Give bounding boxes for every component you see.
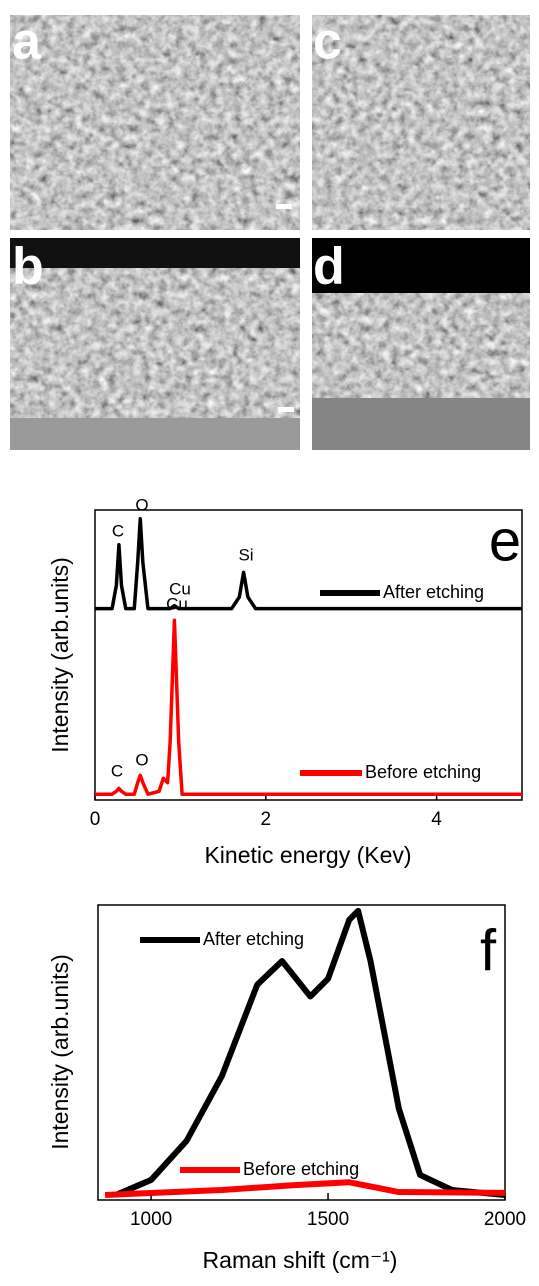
- y-axis-title: Intensity (arb.units): [47, 557, 73, 753]
- y-axis-title: Intensity (arb.units): [47, 954, 73, 1150]
- panel-label: d: [313, 238, 345, 296]
- panel-label: a: [12, 13, 42, 71]
- data-line: [95, 516, 522, 611]
- panel-label: c: [313, 13, 342, 71]
- legend-label: After etching: [383, 582, 484, 602]
- peak-annotation: Cu: [169, 579, 191, 598]
- data-line: [95, 618, 522, 796]
- peak-annotation: O: [135, 750, 148, 769]
- peak-annotation: Cu: [166, 594, 188, 613]
- legend-label: After etching: [203, 929, 304, 949]
- sem-image: [312, 15, 530, 230]
- plot-frame: [97, 904, 506, 1201]
- data-line: [104, 1179, 506, 1198]
- plot-frame: [94, 509, 523, 801]
- peak-annotation: C: [111, 761, 123, 780]
- sem-background: [312, 238, 530, 293]
- scale-bar: [276, 204, 292, 209]
- sem-image: [10, 15, 300, 230]
- peak-annotation: Si: [238, 545, 253, 564]
- x-axis-title: Kinetic energy (Kev): [204, 842, 411, 868]
- scale-bar: [278, 407, 294, 412]
- legend-label: Before etching: [365, 762, 481, 782]
- x-tick-label: 1000: [130, 1209, 172, 1230]
- panel-label: b: [12, 238, 44, 296]
- substrate: [312, 398, 530, 450]
- sem-images: a c b d: [10, 13, 530, 450]
- sem-image: [10, 238, 300, 450]
- substrate: [10, 418, 300, 450]
- peak-annotation: O: [135, 495, 148, 514]
- panel-label: f: [480, 918, 497, 983]
- sem-background: [10, 238, 300, 268]
- x-tick-label: 0: [90, 809, 101, 830]
- x-tick-label: 2: [261, 809, 272, 830]
- data-line: [114, 907, 506, 1198]
- x-axis-title: Raman shift (cm⁻¹): [203, 1247, 398, 1273]
- x-tick-label: 1500: [307, 1209, 349, 1230]
- legend-label: Before etching: [243, 1159, 359, 1179]
- peak-annotation: C: [112, 521, 124, 540]
- x-tick-label: 2000: [484, 1209, 526, 1230]
- panel-label: e: [489, 508, 521, 573]
- x-tick-label: 4: [431, 809, 442, 830]
